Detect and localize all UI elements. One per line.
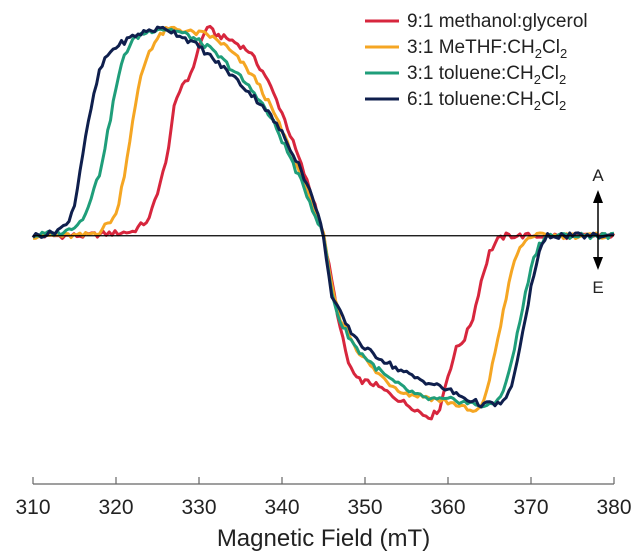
- arrow-up-icon: [593, 190, 603, 203]
- legend-text-part: 3:1 toluene:CH: [407, 63, 534, 84]
- series-line-1: [31, 24, 616, 421]
- arrow-down-icon: [593, 257, 603, 270]
- series-line-3: [32, 27, 615, 409]
- legend-text-part: 2: [535, 46, 542, 61]
- absorption-emission-arrow: A E: [592, 166, 604, 297]
- legend-text-part: 9:1 methanol:glycerol: [407, 11, 588, 32]
- emission-label: E: [592, 278, 603, 297]
- legend-text-part: 2: [534, 98, 541, 113]
- legend-text-part: 2: [534, 72, 541, 87]
- x-tick-label-340: 340: [264, 496, 299, 519]
- legend-text-part: Cl: [542, 37, 560, 58]
- legend-text-part: 3:1 MeTHF:CH: [407, 37, 535, 58]
- x-tick-label-380: 380: [596, 496, 631, 519]
- x-tick-label-310: 310: [15, 496, 50, 519]
- x-tick-label-330: 330: [181, 496, 216, 519]
- x-tick-label-320: 320: [98, 496, 133, 519]
- legend-text-part: Cl: [541, 89, 559, 110]
- legend-text-part: 2: [559, 98, 566, 113]
- x-tick-label-360: 360: [430, 496, 465, 519]
- series-line-2: [32, 25, 615, 413]
- legend-text-part: 6:1 toluene:CH: [407, 89, 534, 110]
- x-axis-ticks: 310 320 330 340 350 360 370 380: [15, 477, 632, 519]
- legend-text-part: 2: [560, 46, 567, 61]
- legend-text-part: 2: [559, 72, 566, 87]
- legend-entry-4: 6:1 toluene:CH2Cl2: [407, 89, 566, 113]
- absorption-label: A: [592, 166, 604, 185]
- x-tick-label-350: 350: [347, 496, 382, 519]
- plot-lines: [31, 24, 616, 421]
- x-axis-title: Magnetic Field (mT): [217, 525, 430, 552]
- legend-entry-2: 3:1 MeTHF:CH2Cl2: [407, 37, 567, 61]
- x-tick-label-370: 370: [513, 496, 548, 519]
- legend-text-part: Cl: [541, 63, 559, 84]
- legend-entry-3: 3:1 toluene:CH2Cl2: [407, 63, 566, 87]
- legend-entry-1: 9:1 methanol:glycerol: [407, 11, 588, 32]
- series-line-4: [31, 25, 615, 409]
